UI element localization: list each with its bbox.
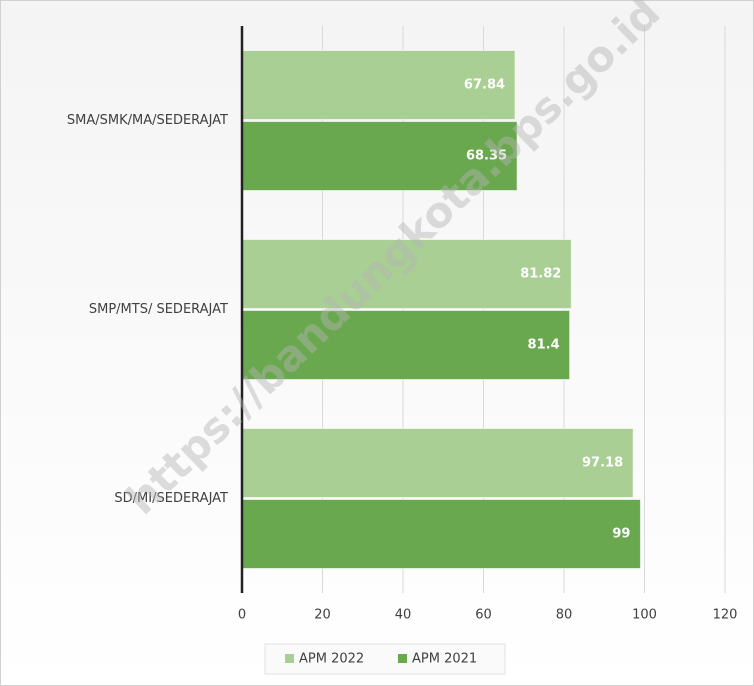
x-tick-label: 100 (632, 608, 657, 623)
legend-swatch (285, 654, 294, 663)
x-tick-label: 80 (556, 608, 573, 623)
data-label: 99 (612, 527, 630, 542)
x-tick-label: 120 (713, 608, 738, 623)
data-label: 81.82 (520, 267, 561, 282)
bar (241, 310, 571, 380)
bar (241, 121, 518, 191)
data-label: 67.84 (464, 78, 505, 93)
bar (241, 239, 572, 309)
data-label: 97.18 (582, 456, 623, 471)
bar (241, 50, 516, 120)
x-tick-label: 0 (238, 608, 246, 623)
bar (241, 499, 641, 569)
legend-label: APM 2022 (299, 652, 364, 667)
x-tick-label: 20 (314, 608, 331, 623)
x-tick-label: 60 (475, 608, 492, 623)
x-tick-label: 40 (395, 608, 412, 623)
y-tick-label: SD/MI/SEDERAJAT (114, 491, 228, 506)
data-label: 68.35 (466, 149, 507, 164)
legend-swatch (398, 654, 407, 663)
y-tick-label: SMA/SMK/MA/SEDERAJAT (67, 113, 228, 128)
legend-box (264, 643, 506, 675)
y-tick-label: SMP/MTS/ SEDERAJAT (89, 302, 228, 317)
bar (241, 428, 634, 498)
legend-label: APM 2021 (412, 652, 477, 667)
data-label: 81.4 (528, 338, 560, 353)
